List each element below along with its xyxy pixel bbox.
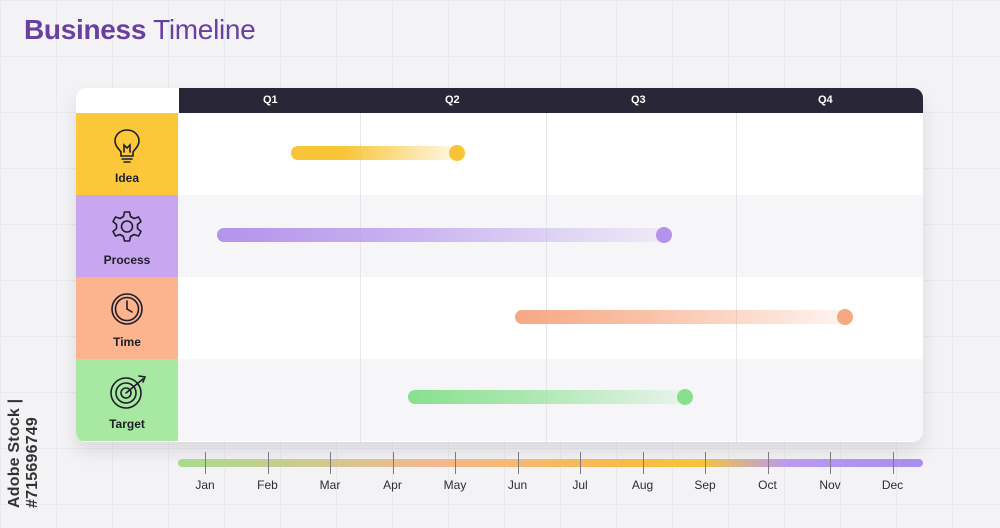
month-label: Jul [572,478,588,492]
timeline-bar-idea [291,146,458,160]
month-tick [517,452,519,474]
category-idea: Idea [76,113,178,195]
timeline-card: Q1 Q2 Q3 Q4 Idea Process Time [76,88,923,442]
gear-icon [112,211,142,242]
month-tick [642,452,644,474]
bar-end-dot [656,227,672,243]
quarter-header: Q1 Q2 Q3 Q4 [179,88,923,113]
quarter-divider [546,113,547,442]
target-icon [110,375,147,409]
month-tick [330,452,331,474]
month-tick [205,452,206,474]
month-tick [705,452,706,474]
category-label: Time [113,335,141,349]
stock-credit: Adobe Stock | #715696749 [6,398,41,508]
title-bold: Business [24,14,147,45]
quarter-label: Q4 [818,94,833,106]
page-title: Business Timeline [24,14,256,46]
title-rest: Timeline [146,14,256,45]
month-label: Jan [195,478,215,492]
bar-end-dot [449,145,465,161]
lightbulb-icon [114,129,140,163]
month-label: Sep [694,478,716,492]
category-time: Time [76,277,178,359]
month-label: Feb [257,478,278,492]
month-tick [267,452,269,474]
month-label: Oct [758,478,777,492]
month-label: May [443,478,467,492]
month-tick [830,452,831,474]
row-idea [76,113,923,195]
category-label: Idea [114,171,139,185]
month-label: Jun [507,478,528,492]
month-label: Dec [881,478,904,492]
month-label: Mar [319,478,341,492]
month-tick [455,452,456,474]
bar-end-dot [837,309,853,325]
quarter-divider [360,113,361,442]
month-label: Aug [631,478,654,492]
timeline-bar-process [217,228,665,242]
month-tick [580,452,581,474]
bar-end-dot [677,389,693,405]
category-label: Target [109,417,145,431]
quarter-divider [736,113,737,442]
month-label: Apr [383,478,402,492]
month-label: Nov [819,478,841,492]
month-tick [892,452,894,474]
quarter-label: Q2 [445,94,460,106]
clock-icon [111,293,143,325]
category-label: Process [103,253,151,267]
timeline-bar-time [515,310,846,324]
quarter-label: Q1 [263,94,278,106]
category-process: Process [76,195,178,277]
quarter-label: Q3 [631,94,646,106]
month-tick [392,452,394,474]
timeline-bar-target [408,390,686,404]
category-target: Target [76,359,178,441]
month-tick [767,452,769,474]
month-axis-bar [178,459,923,467]
